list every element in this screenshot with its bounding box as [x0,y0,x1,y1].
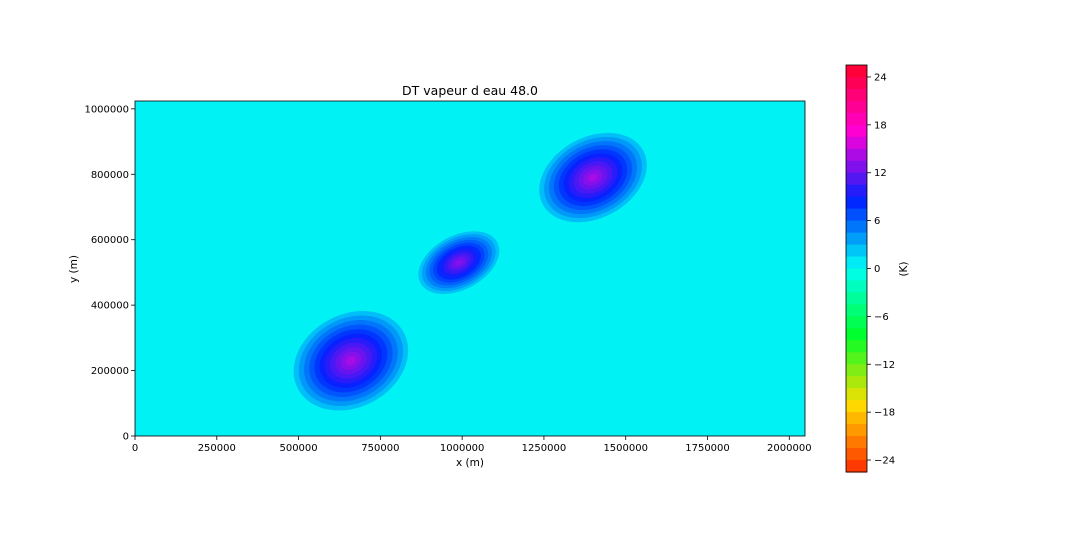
colorbar-band [846,352,867,365]
colorbar-band [846,364,867,377]
x-tick-label: 2000000 [767,443,812,454]
colorbar-band [846,160,867,174]
colorbar-band [846,148,867,162]
colorbar-band [846,400,867,413]
y-tick-label: 400000 [91,301,129,312]
x-axis: 0 250000 500000 750000 1000000 1250000 1500000… [132,436,812,454]
colorbar-band [846,244,867,258]
colorbar-band [846,280,867,294]
colorbar-band [846,124,867,138]
x-tick-label: 1500000 [603,443,648,454]
colorbar-tick-label: −6 [874,312,889,323]
colorbar-band [846,208,867,222]
y-axis-label: y (m) [68,255,80,283]
colorbar-tick-label: 12 [874,168,887,179]
colorbar-band [846,88,867,102]
y-tick-label: 800000 [91,170,129,181]
y-tick-label: 0 [123,432,129,443]
colorbar-band [846,292,867,306]
colorbar-tick-label: 24 [874,72,887,83]
colorbar-band [846,448,867,461]
y-tick-label: 1000000 [84,104,129,115]
colorbar-band [846,256,867,270]
colorbar-band [846,460,867,473]
colorbar-tick-label: −24 [874,456,895,467]
colorbar-band [846,328,867,341]
colorbar-tick-label: −12 [874,360,895,371]
colorbar-label: (K) [898,261,910,276]
plot-area [134,100,806,437]
colorbar-tick-label: −18 [874,408,895,419]
colorbar-band [846,304,867,317]
colorbar-tick-label: 6 [874,216,880,227]
y-tick-label: 200000 [91,366,129,377]
x-tick-label: 500000 [279,443,317,454]
plot-frame [134,100,806,437]
colorbar-band [846,65,867,78]
x-tick-label: 1250000 [522,443,567,454]
y-tick-label: 600000 [91,235,129,246]
warm-anomaly-3 [288,306,414,416]
contour-level [455,259,463,266]
colorbar: 24 18 12 6 0 −6 −12 −18 −24 [845,64,895,473]
colorbar-tick-label: 18 [874,120,887,131]
y-axis: 0 200000 400000 600000 800000 1000000 [84,104,135,443]
x-tick-label: 750000 [361,443,399,454]
colorbar-band [846,100,867,114]
colorbar-tick-label: 0 [874,264,880,275]
contour-level [588,173,598,182]
colorbar-band [846,412,867,425]
colorbar-band [846,436,867,449]
colorbar-band [846,136,867,150]
contour-field [288,128,652,416]
chart-title: DT vapeur d eau 48.0 [402,83,538,98]
colorbar-band [846,76,867,90]
colorbar-band [846,172,867,186]
x-tick-label: 1750000 [685,443,730,454]
colorbar-band [846,196,867,210]
x-axis-label: x (m) [456,457,484,469]
colorbar-band [846,220,867,234]
colorbar-band [846,424,867,437]
colorbar-band [846,112,867,126]
warm-anomaly-2 [414,228,503,297]
x-tick-label: 0 [132,443,138,454]
colorbar-band [846,316,867,329]
colorbar-band [846,388,867,401]
contour-level [345,356,357,366]
x-tick-label: 250000 [198,443,236,454]
colorbar-band [846,340,867,353]
colorbar-band [846,268,867,282]
colorbar-band [846,184,867,198]
colorbar-band [846,376,867,389]
warm-anomaly-1 [534,128,652,227]
x-tick-label: 1000000 [440,443,485,454]
colorbar-band [846,232,867,246]
